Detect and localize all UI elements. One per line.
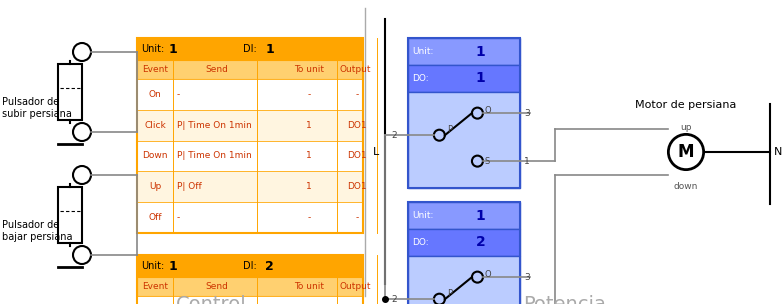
Text: 1: 1	[306, 182, 312, 191]
Text: N: N	[774, 147, 782, 157]
Text: -: -	[355, 90, 358, 99]
Bar	[137, 140, 363, 171]
Text: DO:: DO:	[412, 238, 429, 247]
Text: up: up	[681, 123, 691, 132]
Text: bajar persiana: bajar persiana	[2, 232, 72, 242]
Text: Pulsador de: Pulsador de	[2, 220, 60, 230]
Text: To unit: To unit	[294, 282, 324, 291]
Bar	[137, 38, 363, 233]
Text: S: S	[485, 157, 490, 166]
Text: O: O	[485, 270, 491, 279]
Text: -: -	[307, 213, 310, 222]
Bar	[137, 278, 363, 296]
Text: Unit:: Unit:	[412, 47, 434, 56]
Text: DO1: DO1	[347, 151, 367, 161]
Text: O: O	[485, 105, 491, 115]
Bar	[408, 38, 520, 65]
Text: -: -	[307, 90, 310, 99]
Text: Output: Output	[339, 282, 371, 291]
Text: Event: Event	[142, 65, 168, 74]
Text: down: down	[673, 181, 699, 191]
Text: 1: 1	[169, 43, 178, 56]
Text: P| Time On 1min: P| Time On 1min	[177, 151, 252, 161]
Text: Unit:: Unit:	[141, 261, 165, 271]
Text: 1: 1	[476, 71, 485, 85]
Text: Down: Down	[142, 151, 168, 161]
Text: 1: 1	[524, 157, 530, 166]
Bar	[137, 171, 363, 202]
Bar	[408, 65, 520, 92]
Text: Event: Event	[142, 282, 168, 291]
Text: Click: Click	[144, 121, 166, 130]
Text: -: -	[355, 213, 358, 222]
Text: 3: 3	[524, 109, 530, 118]
Text: Output: Output	[339, 65, 371, 74]
Bar	[137, 79, 363, 110]
Text: -: -	[177, 213, 180, 222]
Text: Off: Off	[148, 213, 162, 222]
Text: 1: 1	[265, 43, 274, 56]
Text: 2: 2	[391, 295, 397, 304]
Bar	[408, 256, 520, 304]
Text: 1: 1	[306, 151, 312, 161]
Text: 2: 2	[476, 236, 485, 250]
Bar	[137, 255, 363, 278]
Text: 1: 1	[169, 260, 178, 273]
Text: Up: Up	[149, 182, 162, 191]
Text: To unit: To unit	[294, 65, 324, 74]
Bar	[137, 202, 363, 233]
Text: 2: 2	[265, 260, 274, 273]
Text: DO1: DO1	[347, 182, 367, 191]
Text: 1: 1	[476, 44, 485, 58]
Text: P: P	[448, 125, 452, 134]
Text: On: On	[149, 90, 162, 99]
Text: DI:: DI:	[243, 44, 257, 54]
Text: 2: 2	[391, 131, 397, 140]
Text: Control: Control	[176, 295, 247, 304]
Text: 1: 1	[476, 209, 485, 223]
Bar	[58, 64, 82, 120]
Text: 1: 1	[306, 121, 312, 130]
Bar	[408, 38, 520, 188]
Text: -: -	[177, 90, 180, 99]
Text: Unit:: Unit:	[141, 44, 165, 54]
Bar	[408, 202, 520, 229]
Bar	[137, 255, 363, 304]
Text: DO:: DO:	[412, 74, 429, 83]
Text: Send: Send	[205, 65, 228, 74]
Text: P: P	[448, 289, 452, 298]
Bar	[408, 229, 520, 256]
Text: Send: Send	[205, 282, 228, 291]
Text: Unit:: Unit:	[412, 211, 434, 220]
Bar	[137, 296, 363, 304]
Text: Potencia: Potencia	[523, 295, 606, 304]
Text: P| Time On 1min: P| Time On 1min	[177, 121, 252, 130]
Text: M: M	[677, 143, 695, 161]
Bar	[408, 92, 520, 188]
Text: 3: 3	[524, 273, 530, 282]
Text: Motor de persiana: Motor de persiana	[635, 100, 737, 110]
Text: DI:: DI:	[243, 261, 257, 271]
Bar	[137, 60, 363, 79]
Bar	[137, 38, 363, 60]
Text: P| Off: P| Off	[177, 182, 201, 191]
Text: L: L	[372, 147, 379, 157]
Bar	[408, 202, 520, 304]
Bar	[137, 110, 363, 140]
Text: subir persiana: subir persiana	[2, 109, 72, 119]
Text: Pulsador de: Pulsador de	[2, 97, 60, 107]
Bar	[58, 187, 82, 243]
Text: DO1: DO1	[347, 121, 367, 130]
